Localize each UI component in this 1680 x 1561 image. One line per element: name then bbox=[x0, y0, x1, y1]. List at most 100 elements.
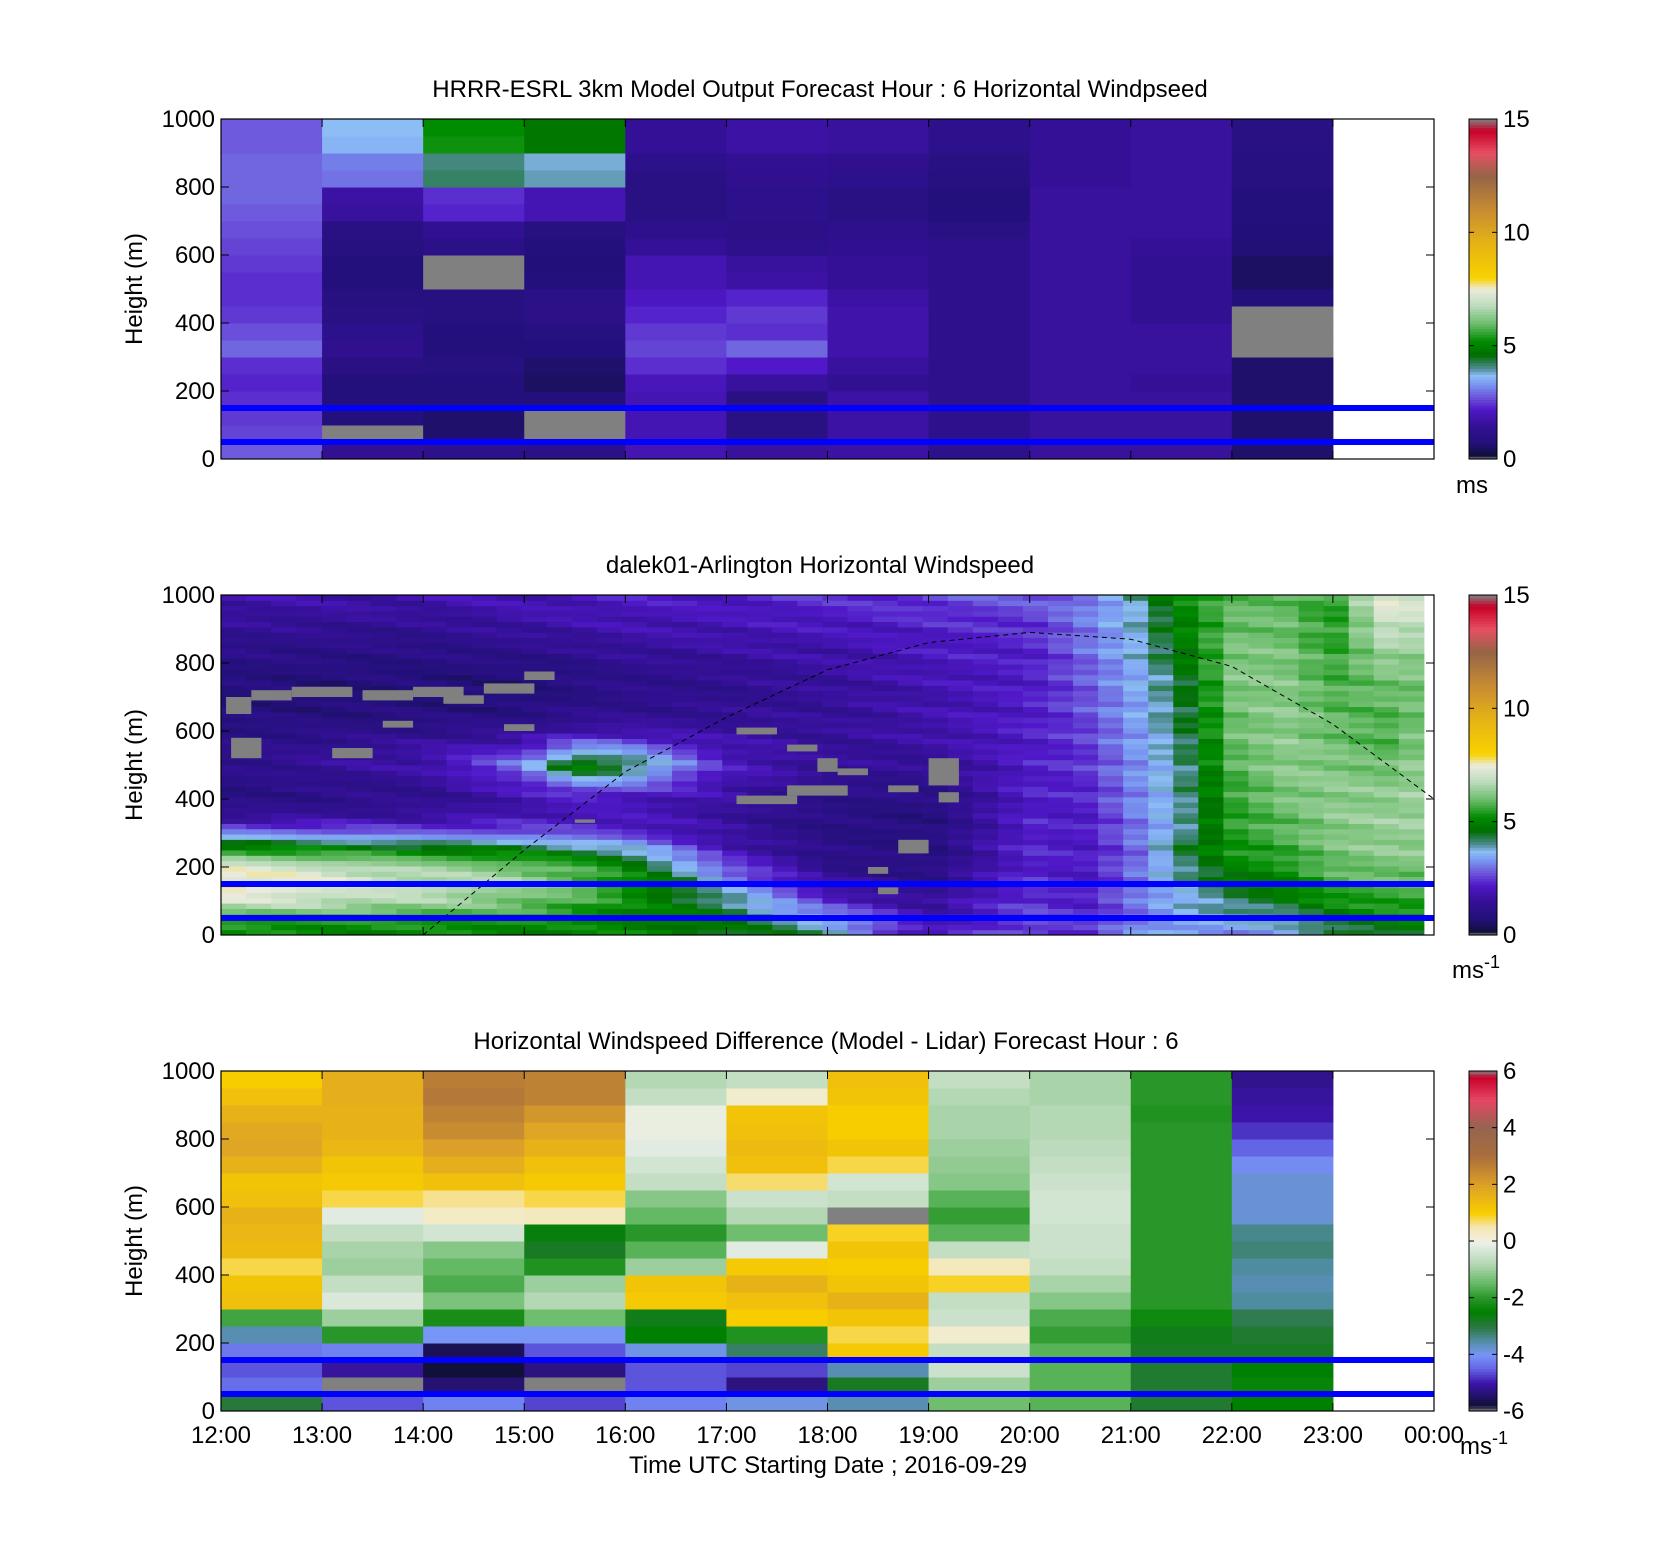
heatmap-cell bbox=[1398, 839, 1425, 846]
heatmap-cell bbox=[371, 685, 397, 692]
heatmap-cell bbox=[521, 610, 548, 617]
heatmap-cell bbox=[997, 706, 1024, 713]
colorbar-segment bbox=[1469, 1116, 1497, 1120]
heatmap-cell bbox=[421, 812, 448, 819]
heatmap-cell bbox=[524, 1088, 626, 1106]
heatmap-cell bbox=[1148, 796, 1174, 803]
colorbar-segment bbox=[1469, 1300, 1497, 1304]
colorbar-segment bbox=[1469, 223, 1497, 228]
heatmap-cell bbox=[772, 823, 798, 830]
heatmap-cell bbox=[1398, 871, 1425, 878]
heatmap-cell bbox=[872, 600, 899, 607]
heatmap-cell bbox=[928, 119, 1031, 137]
heatmap-cell bbox=[546, 759, 573, 766]
heatmap-cell bbox=[1373, 632, 1400, 638]
heatmap-cell bbox=[571, 621, 598, 628]
heatmap-cell bbox=[621, 754, 648, 761]
heatmap-cell bbox=[396, 717, 422, 723]
heatmap-cell bbox=[822, 733, 849, 739]
heatmap-cell bbox=[621, 828, 648, 835]
heatmap-cell bbox=[423, 374, 525, 392]
heatmap-cell bbox=[471, 919, 498, 925]
heatmap-cell bbox=[1022, 818, 1049, 824]
heatmap-cell bbox=[1273, 616, 1300, 623]
heatmap-cell bbox=[1198, 621, 1224, 628]
heatmap-cell bbox=[1148, 887, 1174, 893]
heatmap-cell bbox=[672, 759, 698, 766]
heatmap-cell bbox=[546, 642, 573, 649]
heatmap-cell bbox=[1223, 600, 1249, 607]
heatmap-cell bbox=[672, 637, 698, 644]
heatmap-cell bbox=[697, 919, 723, 925]
heatmap-cell bbox=[471, 897, 498, 904]
heatmap-cell bbox=[872, 738, 899, 745]
colorbar-segment bbox=[1469, 274, 1497, 279]
heatmap-cell bbox=[1022, 690, 1049, 697]
heatmap-cell bbox=[1123, 616, 1149, 623]
heatmap-cell bbox=[421, 823, 448, 830]
heatmap-cell bbox=[571, 871, 598, 878]
heatmap-cell bbox=[1348, 642, 1375, 649]
heatmap-cell bbox=[1073, 791, 1099, 798]
heatmap-cell bbox=[396, 807, 422, 814]
heatmap-cell bbox=[1323, 653, 1350, 660]
heatmap-cell bbox=[1173, 871, 1199, 878]
heatmap-cell bbox=[947, 818, 974, 824]
heatmap-cell bbox=[221, 839, 247, 846]
heatmap-cell bbox=[726, 1071, 828, 1089]
heatmap-cell bbox=[947, 802, 974, 808]
heatmap-cell bbox=[396, 844, 422, 851]
heatmap-cell bbox=[1348, 780, 1375, 787]
heatmap-cell bbox=[1323, 648, 1350, 654]
colorbar-segment bbox=[1469, 1354, 1497, 1358]
heatmap-cell bbox=[396, 685, 422, 692]
heatmap-cell bbox=[271, 903, 297, 909]
heatmap-cell bbox=[571, 733, 598, 739]
heatmap-cell bbox=[1047, 610, 1074, 617]
heatmap-cell bbox=[221, 425, 323, 443]
heatmap-cell bbox=[1298, 897, 1325, 904]
heatmap-cell bbox=[1198, 844, 1224, 851]
heatmap-cell bbox=[747, 680, 773, 686]
heatmap-cell bbox=[1398, 722, 1425, 729]
heatmap-cell bbox=[822, 828, 849, 835]
heatmap-cell bbox=[596, 690, 623, 697]
heatmap-cell bbox=[524, 340, 626, 358]
heatmap-cell bbox=[922, 850, 949, 856]
heatmap-cell bbox=[1398, 818, 1425, 824]
heatmap-cell bbox=[1248, 632, 1275, 638]
heatmap-cell bbox=[524, 391, 626, 409]
heatmap-cell bbox=[371, 701, 397, 708]
heatmap-cell bbox=[1223, 637, 1249, 644]
colorbar-segment bbox=[1469, 637, 1497, 641]
heatmap-cell bbox=[524, 272, 626, 290]
heatmap-cell bbox=[1029, 306, 1132, 324]
heatmap-cell bbox=[1173, 706, 1199, 713]
heatmap-cell bbox=[524, 1173, 626, 1191]
heatmap-cell bbox=[1248, 834, 1275, 840]
heatmap-cell bbox=[346, 711, 372, 718]
heatmap-cell bbox=[1148, 765, 1174, 771]
heatmap-cell bbox=[847, 850, 874, 856]
heatmap-cell bbox=[296, 844, 322, 851]
colorbar-segment bbox=[1469, 252, 1497, 256]
heatmap-cell bbox=[972, 850, 999, 856]
heatmap-cell bbox=[827, 1207, 930, 1225]
colorbar-segment bbox=[1469, 901, 1497, 905]
heatmap-cell bbox=[1047, 850, 1074, 856]
heatmap-cell bbox=[797, 711, 823, 718]
heatmap-cell bbox=[697, 908, 723, 915]
heatmap-cell bbox=[726, 1105, 828, 1123]
heatmap-cell bbox=[672, 711, 698, 718]
heatmap-cell bbox=[546, 605, 573, 612]
heatmap-cell bbox=[1223, 674, 1249, 681]
heatmap-cell bbox=[672, 738, 698, 745]
heatmap-cell bbox=[1123, 695, 1149, 702]
heatmap-cell bbox=[546, 717, 573, 723]
heatmap-cell bbox=[847, 642, 874, 649]
heatmap-cell bbox=[296, 759, 322, 766]
colorbar-segment bbox=[1469, 192, 1497, 197]
heatmap-cell bbox=[221, 834, 247, 840]
heatmap-cell bbox=[1173, 743, 1199, 750]
